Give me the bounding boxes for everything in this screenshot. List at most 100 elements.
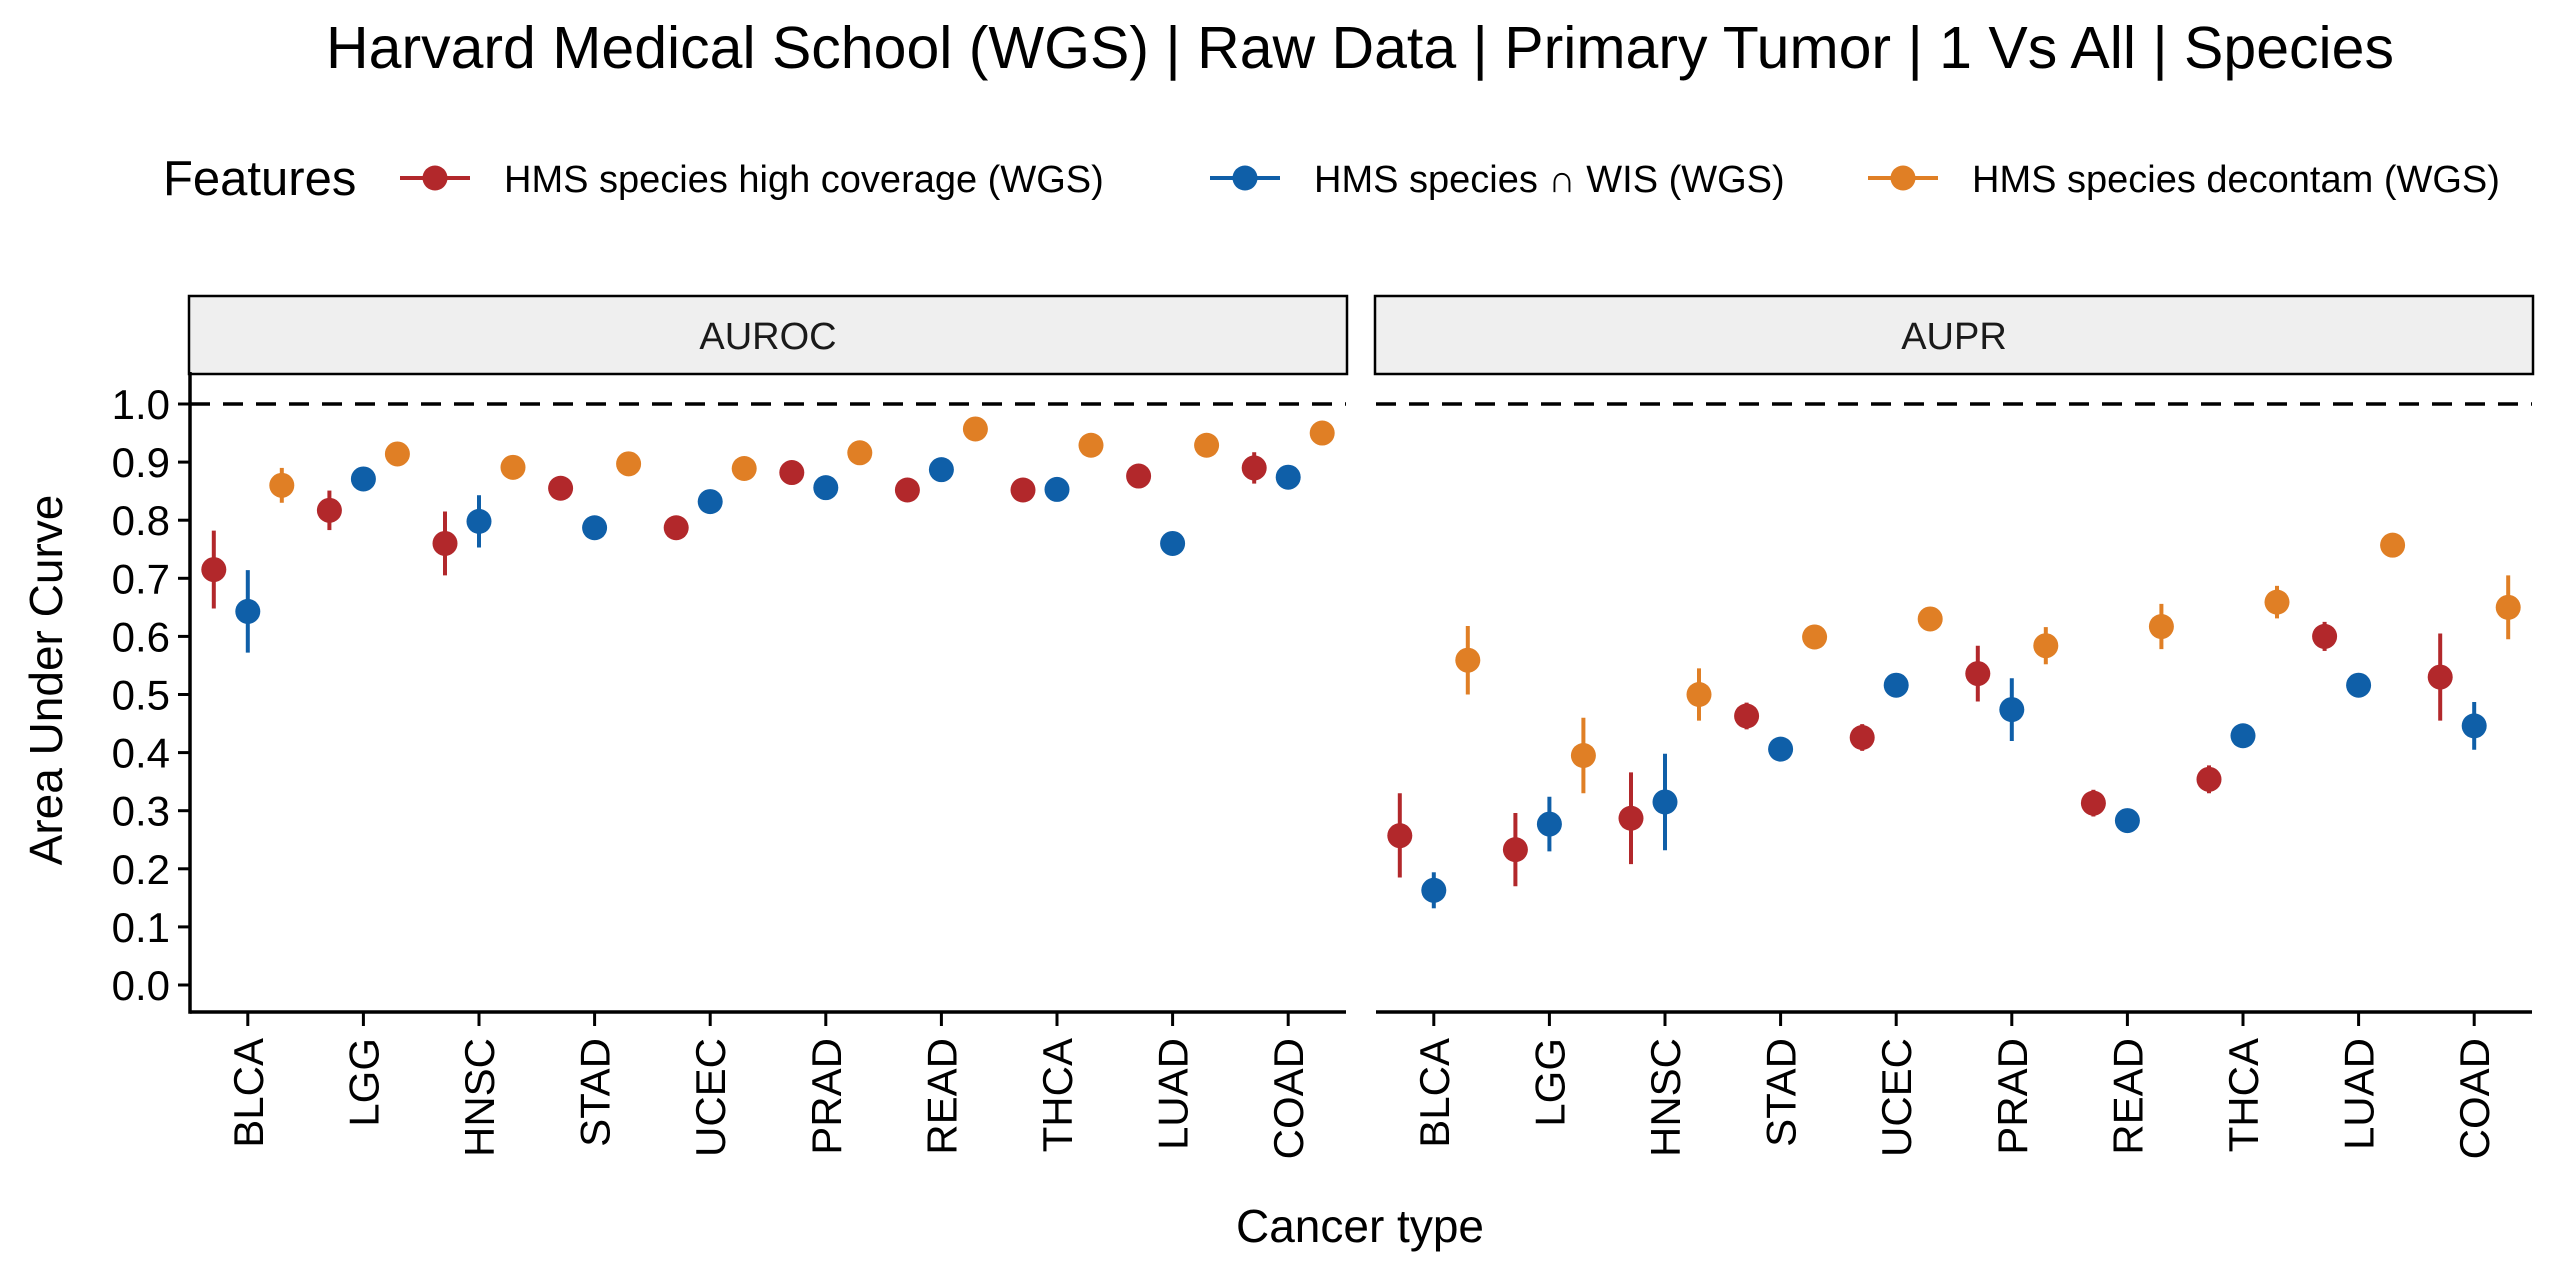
legend-item: HMS species decontam (WGS) xyxy=(1868,159,2500,201)
legend-items: HMS species high coverage (WGS) HMS speci… xyxy=(400,159,2500,201)
series-2 xyxy=(235,457,1301,653)
panel-strip xyxy=(1373,294,2535,376)
data-point xyxy=(2495,594,2521,620)
data-point xyxy=(2114,808,2140,834)
x-tick-label: HNSC xyxy=(1642,1038,1689,1157)
data-point xyxy=(316,497,342,523)
x-tick-label: BLCA xyxy=(225,1038,272,1148)
series-1 xyxy=(201,452,1267,609)
data-point xyxy=(1768,736,1794,762)
y-tick-label: 0.2 xyxy=(112,846,170,893)
data-point xyxy=(1686,682,1712,707)
data-point xyxy=(1078,432,1104,458)
data-point xyxy=(1536,811,1562,837)
series-1 xyxy=(1387,621,2453,887)
panels: AUROC 0.0 0.1 0.2 0.3 0.4 0.5 0.6 0.7 0.8 0.9 1.0 BL… xyxy=(112,294,2535,1159)
data-point xyxy=(269,472,295,498)
x-tick-label: READ xyxy=(2104,1038,2151,1155)
y-tick-label: 1.0 xyxy=(112,381,170,428)
data-point xyxy=(201,557,227,583)
x-tick-label: STAD xyxy=(572,1038,619,1147)
data-point xyxy=(813,475,839,501)
data-point xyxy=(962,416,988,442)
y-tick-label: 0.3 xyxy=(112,788,170,835)
y-tick-label: 0.4 xyxy=(112,730,170,777)
y-axis-title: Area Under Curve xyxy=(20,495,72,866)
x-tick-label: BLCA xyxy=(1411,1038,1458,1148)
chart-title: Harvard Medical School (WGS) | Raw Data … xyxy=(326,15,2394,81)
data-point xyxy=(1652,789,1678,815)
x-tick-label: COAD xyxy=(2451,1038,2498,1159)
data-point xyxy=(2230,723,2256,749)
data-point xyxy=(1044,476,1070,502)
y-tick-label: 0.6 xyxy=(112,613,170,660)
data-point xyxy=(1309,420,1335,446)
data-point xyxy=(2380,532,2406,558)
y-tick-label: 0.1 xyxy=(112,904,170,951)
data-point xyxy=(1883,672,1909,698)
data-point xyxy=(928,457,954,483)
data-point xyxy=(697,489,723,515)
data-point xyxy=(384,441,410,467)
data-point xyxy=(1917,606,1943,632)
x-tick-label: THCA xyxy=(2220,1038,2267,1152)
x-tick-label: LGG xyxy=(1526,1038,1573,1127)
x-tick-label: LUAD xyxy=(2336,1038,2383,1150)
data-point xyxy=(2427,664,2453,690)
data-point xyxy=(1502,837,1528,863)
x-tick-label: UCEC xyxy=(1873,1038,1920,1157)
data-point xyxy=(731,455,757,481)
data-point xyxy=(2346,672,2372,698)
x-tick-label: COAD xyxy=(1265,1038,1312,1159)
x-tick-label: READ xyxy=(918,1038,965,1155)
data-point xyxy=(2312,623,2338,649)
y-tick-label: 0.0 xyxy=(112,962,170,1009)
x-tick-label: PRAD xyxy=(803,1038,850,1155)
data-point xyxy=(1010,477,1036,503)
panel-strip-label: AUROC xyxy=(699,316,836,358)
y-tick-label: 0.5 xyxy=(112,672,170,719)
panel-auroc: AUROC 0.0 0.1 0.2 0.3 0.4 0.5 0.6 0.7 0.8 0.9 1.0 BL… xyxy=(112,294,1349,1159)
x-tick-label: PRAD xyxy=(1989,1038,2036,1155)
data-point xyxy=(1126,463,1152,489)
data-point xyxy=(1275,464,1301,490)
legend-key-point xyxy=(1890,165,1916,191)
x-tick-label: LUAD xyxy=(1150,1038,1197,1150)
data-point xyxy=(1194,432,1220,458)
y-tick-label: 0.7 xyxy=(112,555,170,602)
legend-item: HMS species ∩ WIS (WGS) xyxy=(1210,159,1785,201)
data-point xyxy=(847,440,873,466)
legend-label: HMS species ∩ WIS (WGS) xyxy=(1314,159,1785,201)
data-point xyxy=(235,598,261,624)
legend-title: Features xyxy=(163,152,356,206)
x-tick-label: HNSC xyxy=(456,1038,503,1157)
y-tick-label: 0.8 xyxy=(112,497,170,544)
series-3 xyxy=(1455,532,2521,794)
panel-aupr: AUPR BLCA LGG HNSC STAD UCEC PRAD READ THCA LUAD C… xyxy=(1373,294,2535,1159)
data-point xyxy=(1570,743,1596,769)
data-point xyxy=(1421,877,1447,903)
data-point xyxy=(2196,766,2222,792)
data-point xyxy=(1999,697,2025,723)
data-point xyxy=(1802,624,1828,650)
x-axis-title: Cancer type xyxy=(1236,1200,1484,1252)
data-point xyxy=(2461,713,2487,739)
legend-label: HMS species decontam (WGS) xyxy=(1972,159,2500,201)
data-point xyxy=(2080,790,2106,816)
data-point xyxy=(500,454,526,480)
data-point xyxy=(2264,589,2290,615)
data-point xyxy=(2033,633,2059,659)
legend-key-point xyxy=(1232,165,1258,191)
x-tick-label: LGG xyxy=(340,1038,387,1127)
legend-item: HMS species high coverage (WGS) xyxy=(400,159,1104,201)
data-point xyxy=(1734,703,1760,729)
legend-key-point xyxy=(422,165,448,191)
legend: Features HMS species high coverage (WGS)… xyxy=(163,152,2500,206)
series-3 xyxy=(269,416,1335,503)
data-point xyxy=(663,515,689,541)
x-tick-label: STAD xyxy=(1758,1038,1805,1147)
series-2 xyxy=(1421,672,2487,909)
data-point xyxy=(432,530,458,556)
